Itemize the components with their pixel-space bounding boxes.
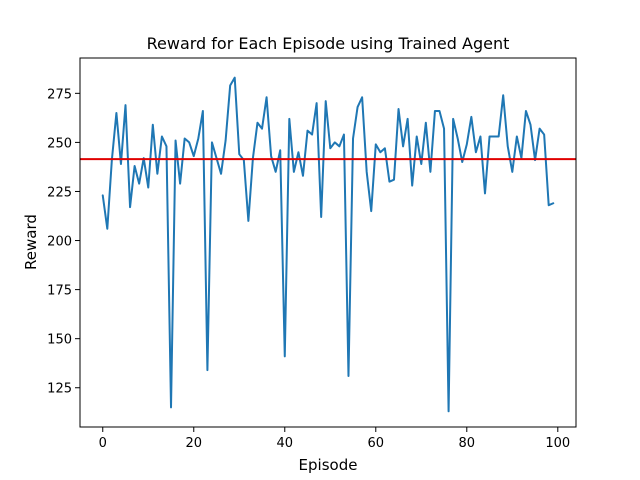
x-tick-label: 20 [185, 436, 202, 451]
y-tick-label: 275 [47, 87, 72, 102]
y-axis-label: Reward [22, 214, 40, 270]
series-line-reward [101, 76, 555, 413]
y-tick-label: 175 [47, 284, 72, 299]
y-tick-label: 200 [47, 235, 72, 250]
y-axis: 125 150 175 200 225 250 275 [47, 87, 80, 397]
x-axis-label: Episode [299, 456, 358, 474]
x-tick-label: 0 [99, 436, 107, 451]
x-axis: 0 20 40 60 80 100 [99, 427, 570, 451]
y-tick-label: 250 [47, 136, 72, 151]
chart-title: Reward for Each Episode using Trained Ag… [147, 34, 510, 53]
y-tick-label: 125 [47, 382, 72, 397]
plot-layer [80, 76, 576, 413]
x-tick-label: 40 [276, 436, 293, 451]
plot-frame [79, 57, 577, 428]
y-tick-label: 225 [47, 185, 72, 200]
x-tick-label: 80 [459, 436, 476, 451]
x-tick-label: 100 [545, 436, 570, 451]
x-tick-label: 60 [368, 436, 385, 451]
y-tick-label: 150 [47, 333, 72, 348]
